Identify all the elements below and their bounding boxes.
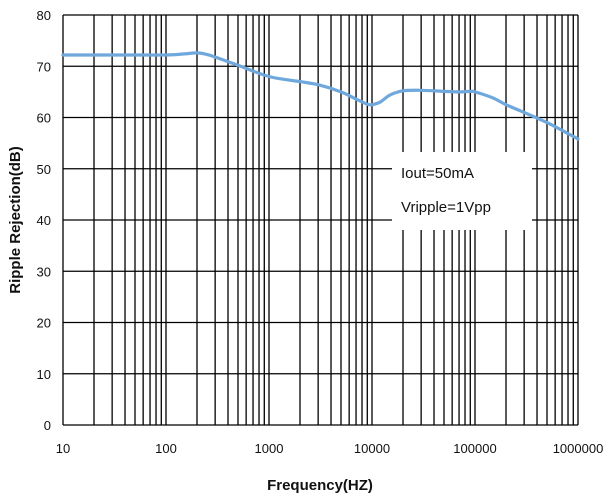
series-line-ripple-rejection [61,51,580,141]
x-tick-label: 1000 [255,441,284,456]
y-tick-label: 0 [44,418,51,433]
x-tick-label: 10000 [354,441,390,456]
annotation-iout: Iout=50mA [401,165,474,182]
x-axis-title: Frequency(HZ) [267,477,373,494]
x-tick-label: 1000000 [553,441,604,456]
y-tick-label: 30 [37,264,51,279]
y-tick-label: 20 [37,316,51,331]
annotation-vripple: Vripple=1Vpp [401,199,491,216]
chart-series [61,51,580,141]
y-tick-label: 10 [37,367,51,382]
y-tick-label: 70 [37,59,51,74]
y-axis-title: Ripple Rejection(dB) [7,146,24,294]
y-tick-label: 80 [37,8,51,23]
y-tick-label: 40 [37,213,51,228]
annotation-box [392,152,532,230]
chart-tick-labels: 10 100 1000 10000 100000 1000000 0 10 20 30 40 50 60… [37,8,604,456]
y-tick-label: 50 [37,162,51,177]
x-tick-label: 10 [56,441,70,456]
chart-grid [62,14,579,426]
x-tick-label: 100000 [453,441,496,456]
y-tick-label: 60 [37,111,51,126]
x-tick-label: 100 [155,441,177,456]
